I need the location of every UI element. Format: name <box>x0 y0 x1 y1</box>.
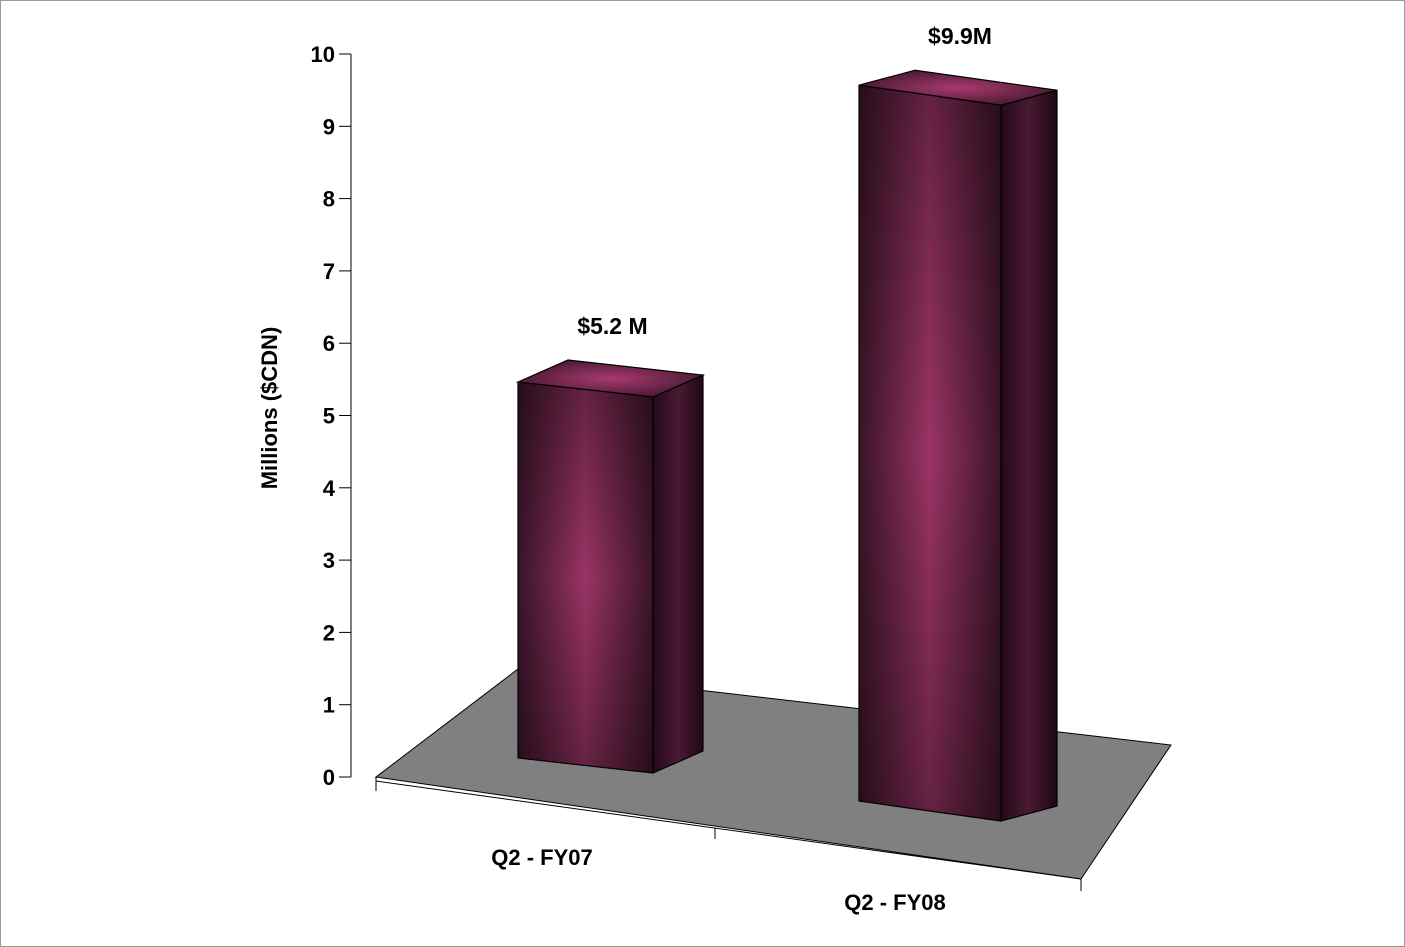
bar-side-face <box>652 374 704 774</box>
y-tick-label: 8 <box>323 187 335 212</box>
y-axis-title: Millions ($CDN) <box>257 327 282 490</box>
bar-front-shading <box>518 382 653 773</box>
y-tick-label: 5 <box>323 404 335 429</box>
y-tick-label: 9 <box>323 114 335 139</box>
bar-data-label: $5.2 M <box>577 313 647 339</box>
bar-q2-fy07 <box>515 359 706 774</box>
x-category-label: Q2 - FY07 <box>491 845 592 870</box>
bar-data-label: $9.9M <box>928 23 992 49</box>
x-axis-line <box>375 780 1082 880</box>
y-tick-label: 1 <box>323 693 335 718</box>
y-tick-label: 0 <box>323 765 335 790</box>
y-tick-label: 10 <box>311 42 335 67</box>
y-tick-label: 3 <box>323 548 335 573</box>
y-tick-label: 4 <box>323 476 336 501</box>
bar-side-face <box>1000 89 1058 822</box>
y-tick-label: 2 <box>323 620 335 645</box>
x-category-label: Q2 - FY08 <box>844 890 945 915</box>
y-tick-label: 7 <box>323 259 335 284</box>
y-tick-label: 6 <box>323 331 335 356</box>
bar-q2-fy08 <box>858 69 1058 822</box>
bar-front-shading <box>859 85 1001 822</box>
